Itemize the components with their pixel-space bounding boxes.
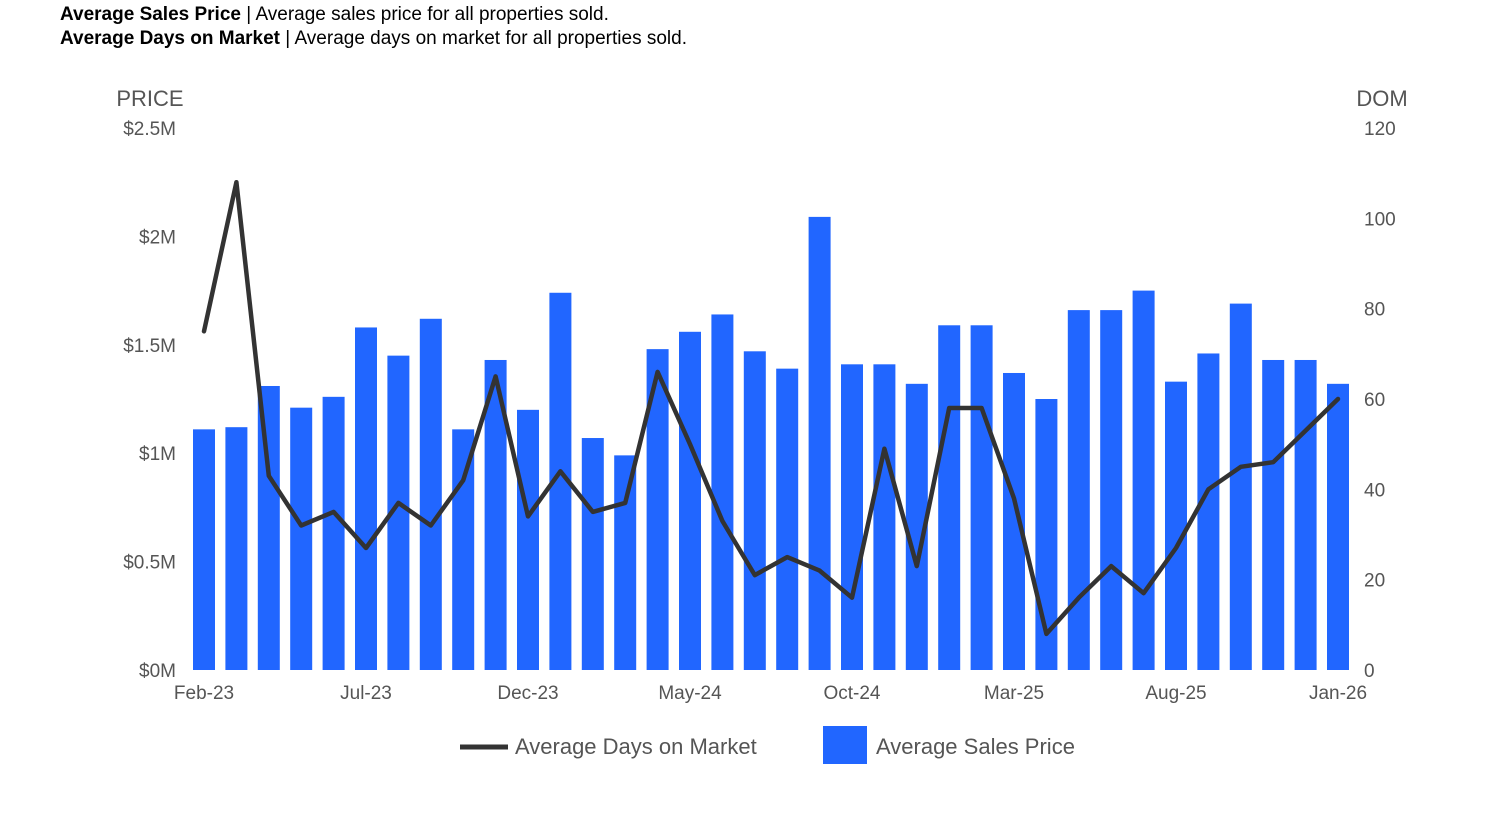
x-tick-label: Dec-23 — [497, 683, 558, 704]
left-tick-label: $1M — [139, 444, 176, 465]
bar — [225, 427, 248, 670]
bar — [1294, 359, 1317, 670]
bar — [1197, 353, 1220, 670]
bar — [1165, 381, 1187, 670]
left-tick-label: $0M — [139, 661, 176, 682]
bar — [646, 349, 669, 670]
x-tick-label: Mar-25 — [984, 683, 1044, 704]
bar — [290, 407, 313, 670]
left-tick-label: $1.5M — [123, 336, 176, 357]
bar — [808, 216, 831, 670]
x-axis-ticks: Feb-23 Jul-23 Dec-23 May-24 Oct-24 Mar-25 Aug-… — [174, 683, 1367, 704]
right-axis-ticks: 0 20 40 60 80 100 120 — [1364, 119, 1396, 682]
legend-label-sales-price: Average Sales Price — [876, 734, 1075, 759]
bar — [1132, 290, 1155, 670]
left-tick-label: $0.5M — [123, 553, 176, 574]
bar — [549, 292, 572, 670]
bar — [419, 318, 442, 670]
right-axis-title: DOM — [1356, 86, 1407, 111]
bar — [938, 325, 961, 670]
bar — [1327, 383, 1349, 670]
right-tick-label: 40 — [1364, 480, 1385, 501]
bar — [743, 351, 766, 670]
x-tick-label: Jan-26 — [1309, 683, 1367, 704]
bar — [1229, 303, 1252, 670]
description-separator: | — [240, 4, 256, 25]
left-axis-title: PRICE — [116, 86, 183, 111]
bar — [581, 438, 604, 670]
bar — [711, 314, 734, 670]
bar — [193, 429, 215, 670]
description-text: Average sales price for all properties s… — [255, 4, 609, 25]
x-tick-label: Feb-23 — [174, 683, 234, 704]
line-average-days-on-market — [201, 179, 1341, 637]
bar — [970, 325, 993, 670]
right-tick-label: 60 — [1364, 390, 1385, 411]
bar — [679, 331, 701, 670]
line-series-average-days-on-market — [201, 179, 1341, 637]
bar — [776, 368, 799, 670]
bar — [1003, 372, 1025, 670]
bar — [484, 359, 507, 670]
bar — [355, 327, 377, 670]
bar — [452, 429, 475, 670]
x-tick-label: Oct-24 — [823, 683, 880, 704]
legend: Average Days on Market Average Sales Pri… — [460, 726, 1075, 764]
description-term: Average Sales Price — [60, 4, 241, 25]
x-tick-label: Jul-23 — [340, 683, 392, 704]
right-tick-label: 120 — [1364, 119, 1396, 140]
x-tick-label: Aug-25 — [1145, 683, 1206, 704]
right-tick-label: 80 — [1364, 300, 1385, 321]
bar — [1067, 310, 1090, 670]
bar — [841, 364, 863, 670]
description-average-sales-price: Average Sales Price | Average sales pric… — [60, 3, 609, 27]
bar — [322, 396, 345, 670]
right-tick-label: 0 — [1364, 661, 1375, 682]
bar — [517, 409, 539, 670]
right-tick-label: 100 — [1364, 209, 1396, 230]
right-tick-label: 20 — [1364, 571, 1385, 592]
left-axis-ticks: $0M $0.5M $1M $1.5M $2M $2.5M — [123, 119, 176, 682]
bar — [387, 355, 410, 670]
bar — [873, 364, 896, 670]
bar — [905, 383, 928, 670]
bar — [1100, 310, 1123, 670]
description-text: Average days on market for all propertie… — [294, 28, 687, 49]
left-tick-label: $2M — [139, 227, 176, 248]
description-term: Average Days on Market — [60, 28, 281, 49]
legend-bar-swatch — [823, 726, 867, 764]
left-tick-label: $2.5M — [123, 119, 176, 140]
legend-label-days-on-market: Average Days on Market — [515, 734, 757, 759]
bar — [1262, 359, 1285, 670]
bar — [257, 385, 280, 670]
description-average-days-on-market: Average Days on Market | Average days on… — [60, 27, 687, 51]
x-tick-label: May-24 — [658, 683, 722, 704]
description-separator: | — [280, 28, 295, 49]
bar-series-average-sales-price — [193, 216, 1349, 670]
bar — [614, 455, 637, 670]
